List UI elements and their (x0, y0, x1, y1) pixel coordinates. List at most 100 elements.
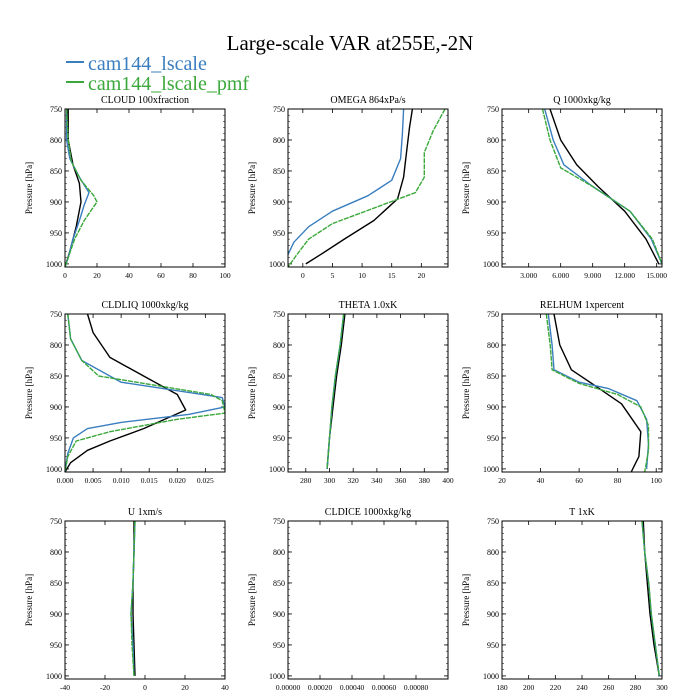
y-tick-label: 900 (50, 610, 62, 619)
series-line-pmf (287, 108, 446, 268)
y-tick-label: 950 (273, 641, 285, 650)
y-tick-label: 800 (273, 341, 285, 350)
y-tick-label: 800 (487, 341, 499, 350)
y-tick-label: 750 (273, 105, 285, 114)
x-tick-label: 0.020 (169, 476, 186, 485)
series-line-obs (326, 313, 346, 469)
x-tick-label: 380 (419, 476, 431, 485)
y-tick-label: 950 (50, 229, 62, 238)
y-axis-label: Pressure [hPa] (461, 162, 471, 214)
x-tick-label: 5 (331, 271, 335, 280)
x-tick-label: 0.00020 (308, 683, 333, 692)
x-tick-label: 240 (576, 683, 588, 692)
y-tick-label: 800 (487, 548, 499, 557)
x-tick-label: 0.005 (85, 476, 102, 485)
y-axis-label: Pressure [hPa] (247, 367, 257, 419)
x-tick-label: 320 (348, 476, 360, 485)
y-tick-label: 950 (50, 434, 62, 443)
y-tick-label: 850 (50, 372, 62, 381)
y-tick-label: 800 (273, 548, 285, 557)
x-tick-label: 300 (324, 476, 336, 485)
panel-title: THETA 1.0xK (339, 300, 398, 311)
x-tick-label: 20 (418, 271, 426, 280)
y-tick-label: 750 (50, 105, 62, 114)
panel-title: T 1xK (569, 507, 595, 518)
y-axis-label: Pressure [hPa] (24, 367, 34, 419)
y-tick-label: 900 (487, 610, 499, 619)
chart-panel: Q 1000xkg/kg Pressure [hPa] 750 800 850 900 95… (461, 95, 667, 280)
y-axis-label: Pressure [hPa] (461, 367, 471, 419)
panel-title: U 1xm/s (128, 507, 162, 518)
y-tick-label: 900 (50, 198, 62, 207)
series-line-pmf (64, 108, 98, 268)
y-tick-label: 1000 (483, 672, 499, 681)
series-line-lscale (64, 109, 90, 268)
x-tick-label: 0 (63, 271, 67, 280)
x-tick-label: 3.000 (520, 271, 537, 280)
x-tick-label: 40 (221, 683, 229, 692)
x-tick-label: 280 (630, 683, 642, 692)
chart-panel: RELHUM 1xpercent Pressure [hPa] 750 800 850 9… (461, 300, 663, 485)
plot-frame (501, 520, 663, 680)
plot-frame (501, 108, 663, 268)
x-tick-label: 0.00080 (404, 683, 429, 692)
x-tick-label: 200 (523, 683, 535, 692)
x-tick-label: 60 (157, 271, 165, 280)
plot-frame (64, 520, 226, 680)
y-tick-label: 750 (487, 105, 499, 114)
figure-title: Large-scale VAR at255E,-2N (227, 31, 474, 55)
series-line-pmf (545, 313, 650, 473)
x-tick-label: 15 (388, 271, 396, 280)
y-tick-label: 850 (50, 579, 62, 588)
x-tick-label: 0.015 (141, 476, 158, 485)
series-line-lscale (547, 313, 650, 469)
y-tick-label: 950 (273, 434, 285, 443)
x-tick-label: 100 (651, 476, 663, 485)
y-tick-label: 750 (50, 310, 62, 319)
series-line-pmf (641, 520, 660, 676)
legend-label-lscale: cam144_lscale (88, 53, 207, 75)
x-tick-label: 80 (189, 271, 197, 280)
series-line-pmf (541, 108, 663, 265)
x-tick-label: 340 (371, 476, 383, 485)
plot-frame (287, 108, 449, 268)
x-tick-label: 80 (614, 476, 622, 485)
y-tick-label: 900 (273, 610, 285, 619)
y-tick-label: 800 (50, 341, 62, 350)
plot-frame (287, 520, 449, 680)
x-tick-label: 20 (93, 271, 101, 280)
y-tick-label: 950 (50, 641, 62, 650)
chart-panel: THETA 1.0xK Pressure [hPa] 750 800 850 900 950… (247, 300, 454, 485)
y-tick-label: 750 (273, 517, 285, 526)
series-line-obs (64, 313, 187, 473)
series-line-obs (553, 313, 642, 473)
series-line-obs (549, 108, 660, 265)
x-tick-label: 180 (496, 683, 508, 692)
panel-title: CLDLIQ 1000xkg/kg (102, 300, 189, 311)
y-tick-label: 900 (273, 198, 285, 207)
y-tick-label: 950 (487, 641, 499, 650)
y-tick-label: 750 (273, 310, 285, 319)
y-tick-label: 1000 (46, 260, 62, 269)
panel-title: CLOUD 100xfraction (101, 95, 189, 106)
x-tick-label: 360 (395, 476, 407, 485)
plot-frame (64, 313, 226, 473)
x-tick-label: 20 (181, 683, 189, 692)
chart-panel: OMEGA 864xPa/s Pressure [hPa] 750 800 850 900… (247, 95, 449, 280)
panel-title: RELHUM 1xpercent (540, 300, 624, 311)
y-tick-label: 800 (50, 136, 62, 145)
y-tick-label: 850 (273, 579, 285, 588)
y-axis-label: Pressure [hPa] (24, 162, 34, 214)
plot-frame (64, 108, 226, 268)
y-axis-label: Pressure [hPa] (24, 574, 34, 626)
y-tick-label: 850 (50, 167, 62, 176)
x-tick-label: 220 (550, 683, 562, 692)
legend: cam144_lscale cam144_lscale_pmf (66, 53, 249, 95)
x-tick-label: 0.000 (57, 476, 74, 485)
x-tick-label: 40 (125, 271, 133, 280)
y-tick-label: 750 (50, 517, 62, 526)
series-line-pmf (130, 520, 136, 676)
series-line-lscale (544, 108, 663, 265)
y-tick-label: 850 (487, 579, 499, 588)
